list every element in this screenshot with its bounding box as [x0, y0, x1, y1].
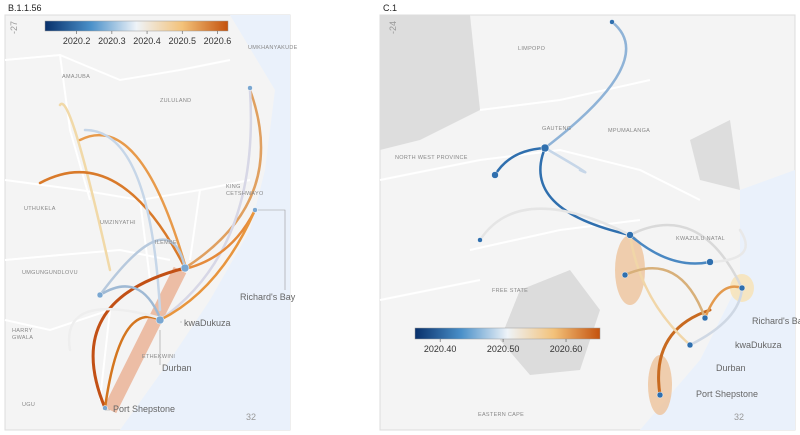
region-label: KWAZULU NATAL [676, 236, 725, 242]
colorbar-tick-label: 2020.60 [550, 344, 583, 354]
city-label: kwaDukuza [184, 318, 231, 328]
colorbar-tick-label: 2020.2 [63, 36, 91, 46]
axis-label: 32 [734, 412, 744, 422]
colorbar-tick-label: 2020.6 [204, 36, 232, 46]
city-label: Richard's Bay [240, 292, 296, 302]
colorbar-tick-label: 2020.5 [168, 36, 196, 46]
panel-title: C.1 [383, 3, 397, 13]
colorbar [414, 327, 601, 340]
colorbar-tick-label: 2020.4 [133, 36, 161, 46]
region-label: GAUTENG [542, 126, 571, 132]
city-label: Port Shepstone [113, 404, 175, 414]
colorbar-tick-label: 2020.40 [424, 344, 457, 354]
region-label: UMZINYATHI [100, 220, 136, 226]
region-label: UTHUKELA [24, 206, 56, 212]
region-label: MPUMALANGA [608, 128, 650, 134]
region-label: GWALA [12, 335, 33, 341]
axis-label: 32 [246, 412, 256, 422]
region-label: ETHEKWINI [142, 354, 175, 360]
city-label: Richard's Bay [752, 316, 800, 326]
map-panel-b [379, 14, 796, 431]
region-label: UGU [22, 402, 35, 408]
region-label: CETSHWAYO [226, 191, 264, 197]
city-label: kwaDukuza [735, 340, 782, 350]
region-label: ZULULAND [160, 98, 191, 104]
region-label: LIMPOPO [518, 46, 546, 52]
region-label: FREE STATE [492, 288, 528, 294]
panel-title: B.1.1.56 [8, 3, 42, 13]
axis-label: -24 [388, 21, 398, 34]
city-label: Port Shepstone [696, 389, 758, 399]
colorbar [44, 20, 229, 32]
region-label: UMGUNGUNDLOVU [22, 270, 78, 276]
city-label: Durban [162, 363, 192, 373]
region-label: ILEMBE [155, 240, 177, 246]
region-label: HARRY [12, 328, 33, 334]
map-panel-a [4, 14, 291, 431]
colorbar-tick-label: 2020.3 [98, 36, 126, 46]
region-label: NORTH WEST PROVINCE [395, 155, 468, 161]
region-label: AMAJUBA [62, 74, 90, 80]
city-label: Durban [716, 363, 746, 373]
region-label: EASTERN CAPE [478, 412, 524, 418]
colorbar-tick-label: 2020.50 [487, 344, 520, 354]
region-label: KING [226, 184, 241, 190]
region-label: UMKHANYAKUDE [248, 45, 298, 51]
axis-label: -27 [9, 21, 19, 34]
